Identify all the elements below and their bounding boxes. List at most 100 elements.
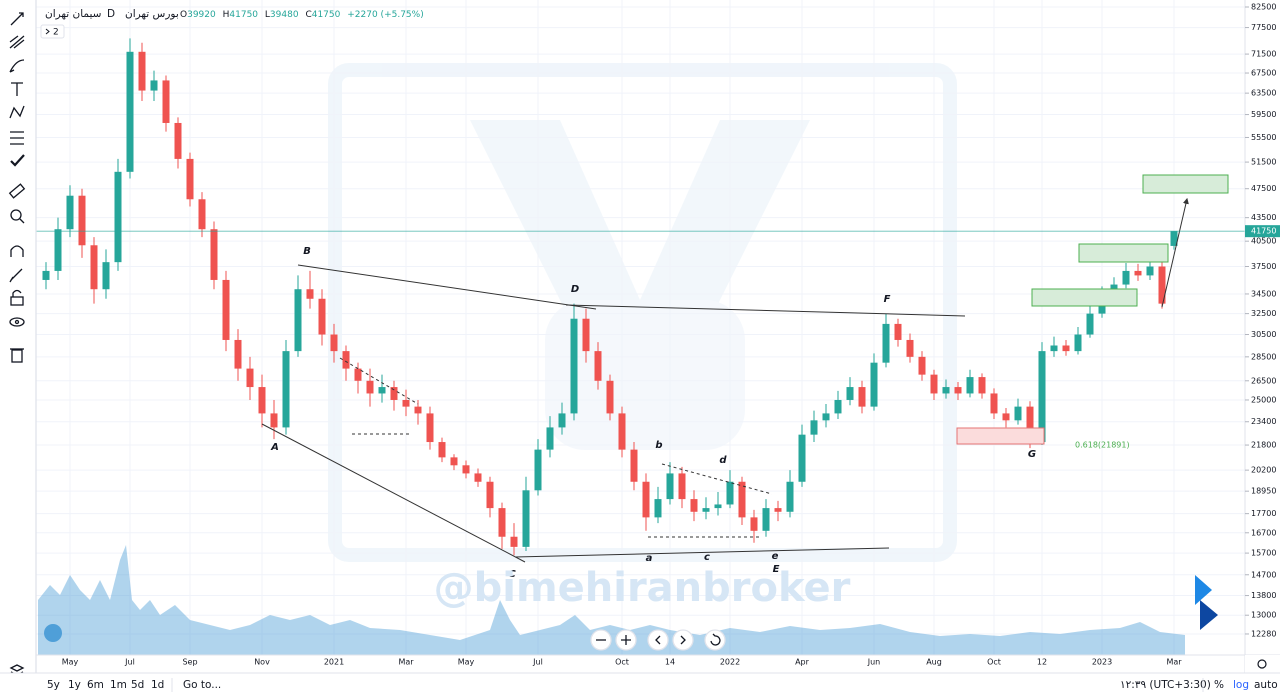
zoom-in[interactable]: [615, 629, 637, 651]
goto-button[interactable]: Go to...: [183, 679, 221, 691]
crosshair-tool[interactable]: [10, 12, 24, 26]
annotation: F: [884, 294, 891, 305]
candle-body: [294, 289, 302, 352]
candle-body: [930, 374, 938, 394]
auto-toggle[interactable]: auto: [1254, 679, 1278, 691]
text-tool[interactable]: [11, 82, 23, 96]
candle-body: [714, 504, 722, 509]
candle-body: [66, 195, 74, 230]
nav-buttons: [590, 629, 726, 651]
annotation: d: [719, 455, 727, 466]
annotation: G: [1028, 449, 1036, 460]
ruler-tool[interactable]: [8, 183, 26, 199]
scroll-right[interactable]: [672, 629, 694, 651]
trend-tool[interactable]: [9, 35, 25, 49]
candle-body: [654, 499, 662, 518]
candle-body: [726, 481, 734, 505]
x-tick-label: Oct: [615, 658, 629, 667]
candle-body: [162, 80, 170, 123]
annotation: a: [646, 553, 653, 564]
magnet-tool[interactable]: [10, 245, 24, 257]
y-tick-label: 28500: [1251, 352, 1276, 361]
candle-body: [390, 387, 398, 400]
ohlc-label: L: [265, 10, 270, 20]
y-tick-label: 51500: [1251, 158, 1276, 167]
lock-tool[interactable]: [10, 289, 24, 306]
range-button[interactable]: 6m: [87, 679, 104, 691]
candle-body: [942, 387, 950, 394]
candle-body: [1038, 351, 1046, 443]
candle-body: [594, 351, 602, 381]
percent-toggle[interactable]: %: [1214, 679, 1224, 691]
range-button[interactable]: 1y: [68, 679, 81, 691]
legend-count: 2: [53, 28, 59, 38]
annotation: E: [773, 564, 780, 575]
candle-body: [606, 380, 614, 414]
trash-tool[interactable]: [10, 348, 24, 363]
candle-body: [978, 377, 986, 394]
candle-body: [678, 473, 686, 500]
prediction-tool[interactable]: [10, 131, 24, 145]
candle-body: [774, 508, 782, 512]
candle-body: [882, 323, 890, 363]
candle-body: [1074, 334, 1082, 352]
candle-body: [666, 473, 674, 500]
interval: D: [107, 8, 115, 20]
candle-body: [834, 399, 842, 414]
candle-body: [570, 318, 578, 414]
candle-body: [438, 442, 446, 458]
candle-body: [858, 387, 866, 407]
scroll-left[interactable]: [647, 629, 669, 651]
y-tick-label: 13800: [1251, 591, 1276, 600]
x-tick-label: 2022: [720, 658, 740, 667]
reset[interactable]: [704, 629, 726, 651]
x-tick-label: 2021: [324, 658, 344, 667]
candle-body: [810, 420, 818, 435]
zoom-out[interactable]: [590, 629, 612, 651]
annotation: D: [571, 284, 579, 295]
candle-body: [1122, 270, 1130, 285]
candle-body: [762, 508, 770, 531]
candle-body: [354, 368, 362, 381]
high-value: 41750: [229, 10, 258, 20]
candle-body: [342, 351, 350, 369]
candle-body: [558, 413, 566, 428]
range-button[interactable]: 1d: [151, 679, 164, 691]
pattern-tool[interactable]: [9, 105, 25, 119]
range-button[interactable]: 5d: [131, 679, 144, 691]
legend: سیمان تهران D بورس تهران O39920 H41750 L…: [40, 8, 424, 39]
candle-body: [498, 508, 506, 537]
settings-icon[interactable]: [1257, 659, 1267, 669]
range-button[interactable]: 5y: [47, 679, 60, 691]
candle-body: [186, 158, 194, 200]
y-tick-label: 12280: [1251, 629, 1276, 638]
range-button[interactable]: 1m: [110, 679, 127, 691]
x-tick-label: Mar: [1166, 658, 1182, 667]
y-tick-label: 32500: [1251, 309, 1276, 318]
zoom-tool[interactable]: [10, 209, 25, 224]
candle-body: [474, 473, 482, 482]
candle-body: [1158, 266, 1166, 304]
candle-body: [426, 413, 434, 443]
annotation: e: [772, 551, 779, 562]
x-tick-label: Nov: [254, 658, 270, 667]
log-toggle[interactable]: log: [1233, 679, 1249, 691]
candle-body: [1146, 266, 1154, 276]
eye-tool[interactable]: [9, 317, 25, 327]
y-tick-label: 16700: [1251, 528, 1276, 537]
annotation: b: [655, 440, 662, 451]
x-tick-label: May: [458, 658, 475, 667]
candle-body: [750, 517, 758, 531]
legend-toggle[interactable]: 2: [40, 24, 65, 39]
brush-tool[interactable]: [9, 59, 25, 73]
y-tick-label: 82500: [1251, 2, 1276, 11]
lock-draw-tool[interactable]: [9, 268, 23, 283]
x-tick-label: Aug: [926, 658, 942, 667]
last-price-box: [1245, 225, 1280, 238]
candle-body: [150, 80, 158, 91]
candle-body: [378, 387, 386, 394]
candle-body: [246, 368, 254, 388]
x-tick-label: Jul: [124, 658, 135, 667]
check-tool[interactable]: [10, 154, 25, 167]
left-toolbar: [0, 0, 37, 676]
